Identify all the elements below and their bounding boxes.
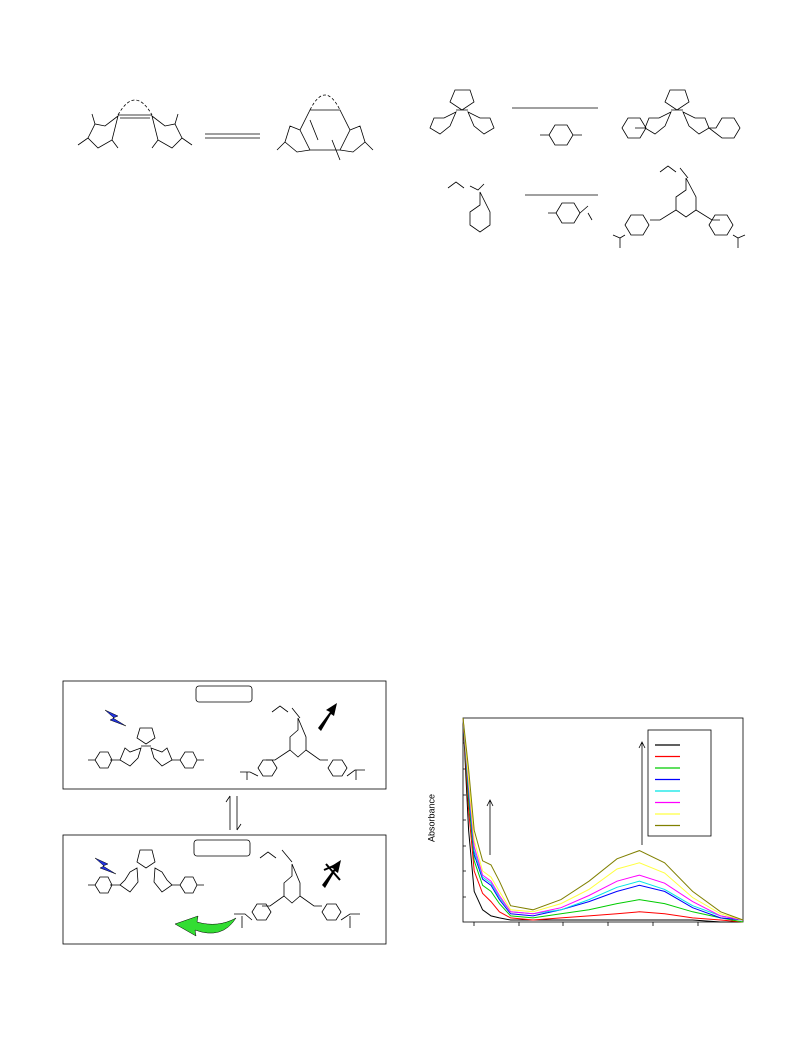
light-icon [94,857,117,875]
closed-state-box [62,834,387,945]
open-state-box [62,680,387,790]
spectrum-line [462,717,743,923]
spectrum-line [462,717,744,921]
spectrum-line [462,717,744,923]
mechanism-figure [62,680,387,945]
spectrum-line [462,717,744,921]
spectrum-line [462,717,744,921]
spectrum-line [462,717,744,921]
quenched-emission-arrow [322,860,341,888]
spectrum-line [462,717,744,923]
state-label-box [195,685,253,703]
legend [647,729,712,837]
y-axis-label: Absorbance [426,794,436,842]
light-icon [104,709,127,727]
absorbance-chart: Absorbance [426,717,744,926]
switch-arrows [225,795,242,831]
state-label-box [193,839,251,857]
emission-arrow [318,703,337,731]
increase-arrow [486,741,646,855]
quench-cross [323,863,341,881]
scheme-photochromism [77,94,374,161]
spectrum-line [462,717,744,921]
molecules [88,705,365,928]
energy-transfer-arrow [174,915,237,937]
scheme-synthesis [429,89,746,248]
axis-ticks [463,742,699,926]
